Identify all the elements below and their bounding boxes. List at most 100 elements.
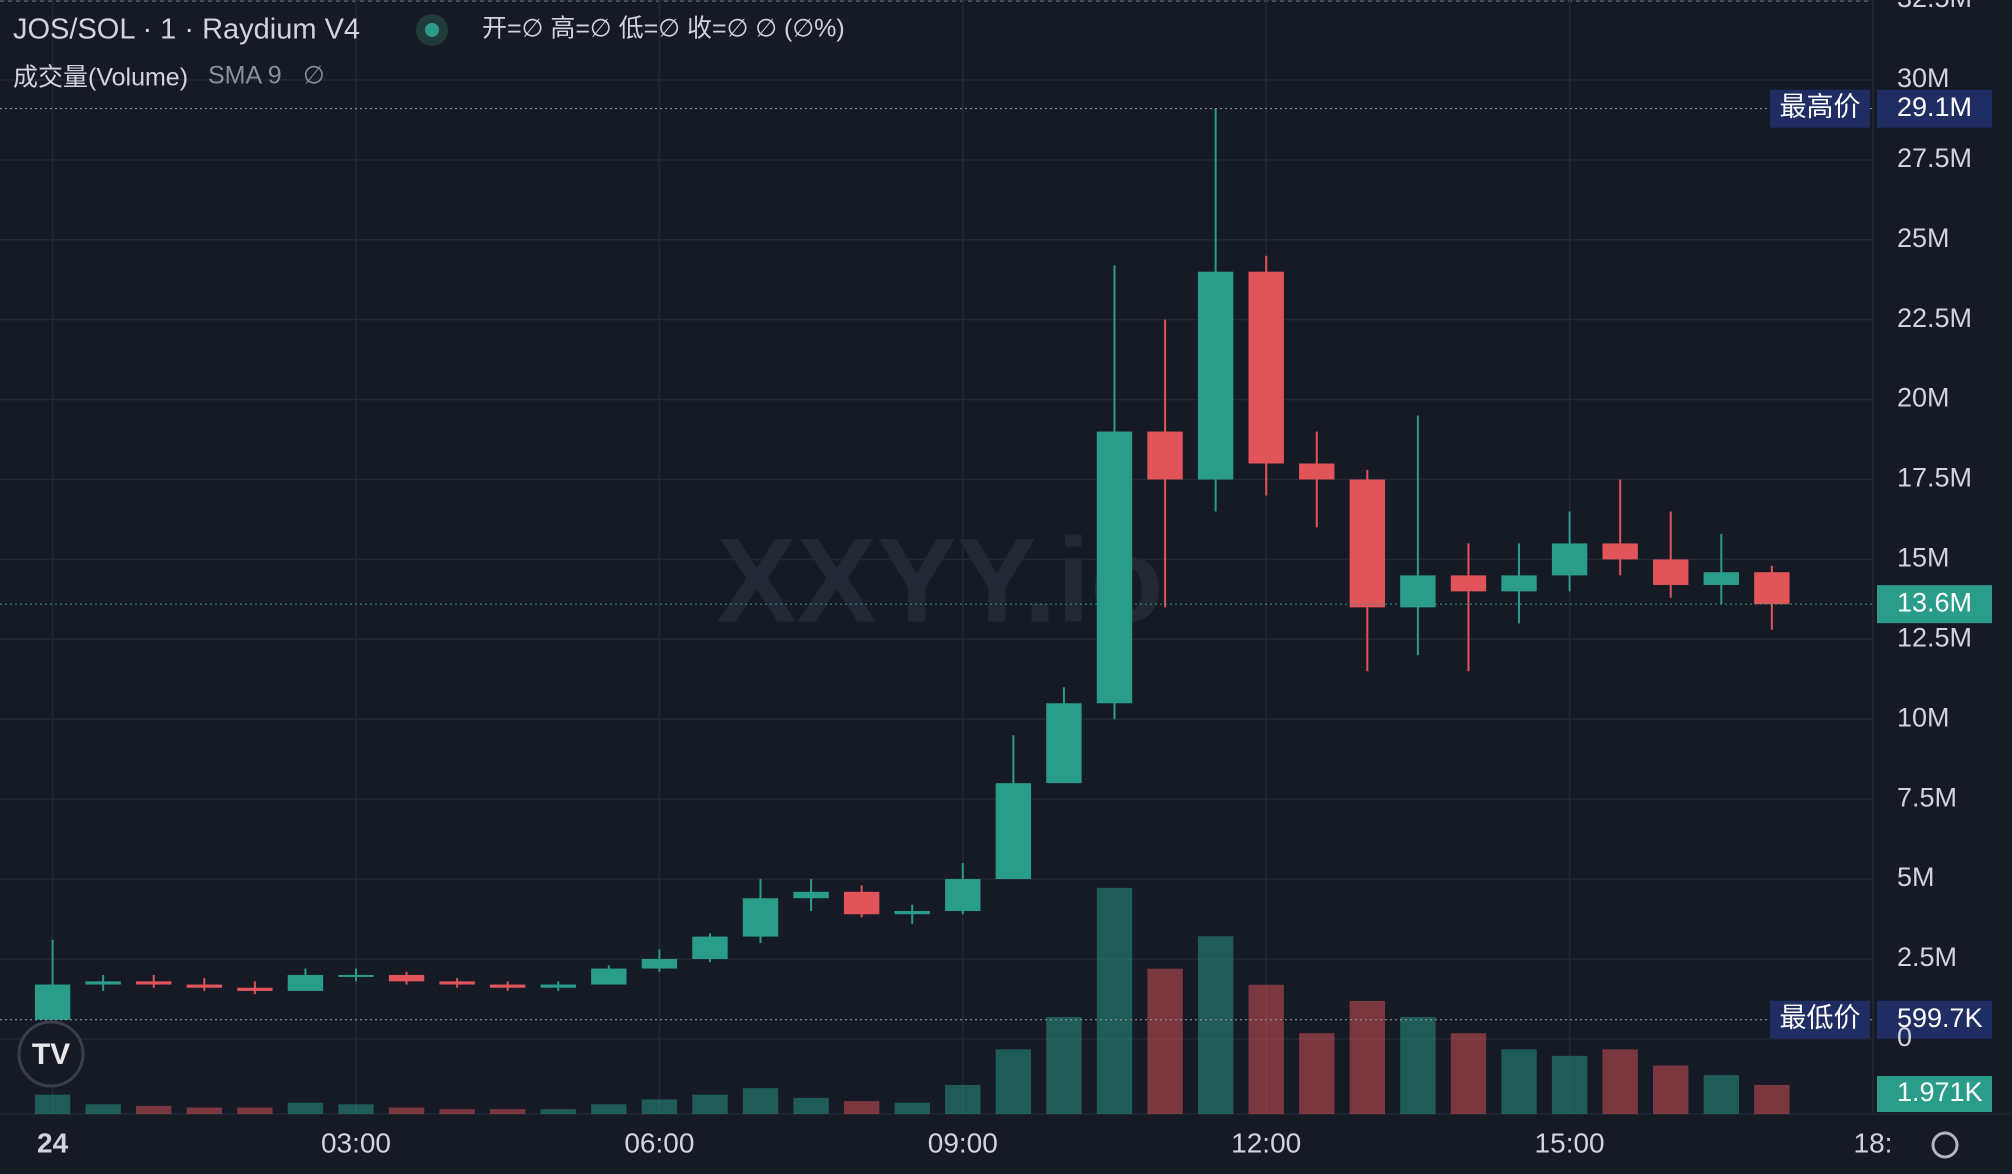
y-tick-label: 20M (1897, 383, 1950, 413)
candle-body (237, 987, 273, 991)
candle-body (1349, 479, 1386, 608)
current-price-tag (1877, 585, 1992, 624)
candle-body (1602, 543, 1638, 560)
volume-bar (1653, 1065, 1689, 1114)
volume-sma: SMA 9 (208, 62, 282, 90)
volume-bar (591, 1104, 627, 1114)
volume-bar (641, 1099, 678, 1114)
watermark: XXYY.io (717, 514, 1164, 648)
price-marker-value-tag (1877, 89, 1992, 128)
candle-body (338, 974, 374, 977)
x-tick-label: 06:00 (624, 1127, 694, 1158)
volume-bar (945, 1084, 981, 1114)
volume-bar (1602, 1049, 1638, 1114)
chart-title: JOS/SOL · 1 · Raydium V4 (13, 14, 360, 46)
candle-body (692, 936, 728, 959)
logo: TV (32, 1038, 70, 1071)
volume-bar (692, 1094, 728, 1114)
y-tick-label: 25M (1897, 223, 1950, 253)
volume-bar (1197, 936, 1234, 1114)
x-tick-label: 09:00 (928, 1127, 998, 1158)
candle-body (843, 891, 880, 915)
y-tick-label: 17.5M (1897, 463, 1972, 493)
x-tick-label: 15:00 (1535, 1127, 1605, 1158)
volume-bar (742, 1088, 779, 1114)
candle-body (1653, 559, 1689, 585)
y-tick-label: 32.5M (1897, 0, 1972, 13)
candle-body (1754, 572, 1790, 605)
price-marker-value-tag (1877, 1000, 1992, 1039)
volume-bar (388, 1107, 425, 1114)
candle-body (136, 981, 172, 985)
candle-body (591, 968, 627, 985)
price-marker-value: 599.7K (1897, 1003, 1983, 1033)
volume-bar (1299, 1033, 1335, 1114)
candle-body (1501, 575, 1537, 592)
volume-bar (85, 1104, 121, 1114)
candle-body (1703, 572, 1739, 585)
price-marker-label: 最高价 (1780, 92, 1861, 122)
volume-bar (136, 1105, 172, 1114)
y-tick-label: 2.5M (1897, 942, 1957, 972)
volume-bar (489, 1109, 526, 1114)
volume-bar (186, 1107, 222, 1114)
y-tick-label: 27.5M (1897, 143, 1972, 173)
candle-body (1197, 271, 1234, 480)
candle-body (1551, 543, 1588, 576)
x-tick-label: 12:00 (1231, 1127, 1301, 1158)
y-tick-label: 10M (1897, 702, 1950, 732)
volume-bar (540, 1109, 576, 1114)
volume-bar (1450, 1033, 1487, 1114)
current-price-label: 13.6M (1897, 587, 1972, 617)
candle-body (85, 981, 121, 985)
ohlc-legend: 开=∅ 高=∅ 低=∅ 收=∅ ∅ (∅%) (482, 15, 845, 43)
logo-button[interactable] (17, 1020, 85, 1088)
volume-bar (1046, 1017, 1082, 1114)
y-tick-label: 22.5M (1897, 303, 1972, 333)
volume-bar (1400, 1017, 1436, 1114)
candle-body (34, 984, 71, 1020)
volume-sma-value: ∅ (303, 62, 325, 90)
candle-body (186, 984, 222, 988)
settings-button[interactable] (1931, 1131, 1959, 1159)
volume-bar (1349, 1000, 1386, 1114)
volume-bar (338, 1104, 374, 1114)
y-tick-label: 7.5M (1897, 782, 1957, 812)
candle-body (1400, 575, 1436, 608)
volume-bar (237, 1107, 273, 1114)
candle-body (793, 891, 829, 899)
candle-body (1096, 431, 1133, 704)
last-volume-label: 1.971K (1897, 1077, 1983, 1107)
candle-body (1248, 271, 1284, 464)
volume-bar (995, 1049, 1032, 1114)
price-marker-label: 最低价 (1780, 1003, 1861, 1033)
volume-bar (34, 1094, 71, 1114)
y-tick-label: 0 (1897, 1022, 1912, 1052)
volume-bar (894, 1102, 930, 1114)
x-tick-label: 24 (37, 1127, 69, 1158)
grid (0, 0, 1874, 1114)
x-tick-label: 18: (1854, 1127, 1893, 1158)
marks (34, 108, 1790, 1114)
price-marker-tag (1770, 89, 1870, 128)
candle-body (489, 984, 526, 988)
price-marker-tag (1770, 1000, 1870, 1039)
candle-body (1450, 575, 1487, 592)
candle-body (894, 911, 930, 915)
candle-body (945, 879, 981, 912)
volume-bar (793, 1097, 829, 1114)
last-volume-tag (1877, 1076, 1992, 1112)
y-tick-label: 15M (1897, 543, 1950, 573)
candle-body (641, 958, 678, 969)
candle-body (287, 974, 324, 991)
candle-body (540, 984, 576, 988)
candle-body (1046, 703, 1082, 784)
volume-bar (287, 1102, 324, 1114)
volume-bar (1703, 1075, 1739, 1114)
volume-bar (1551, 1055, 1588, 1114)
candle-body (1299, 463, 1335, 480)
price-marker-value: 29.1M (1897, 92, 1972, 122)
volume-bar (1096, 887, 1133, 1114)
volume-bar (843, 1101, 880, 1114)
